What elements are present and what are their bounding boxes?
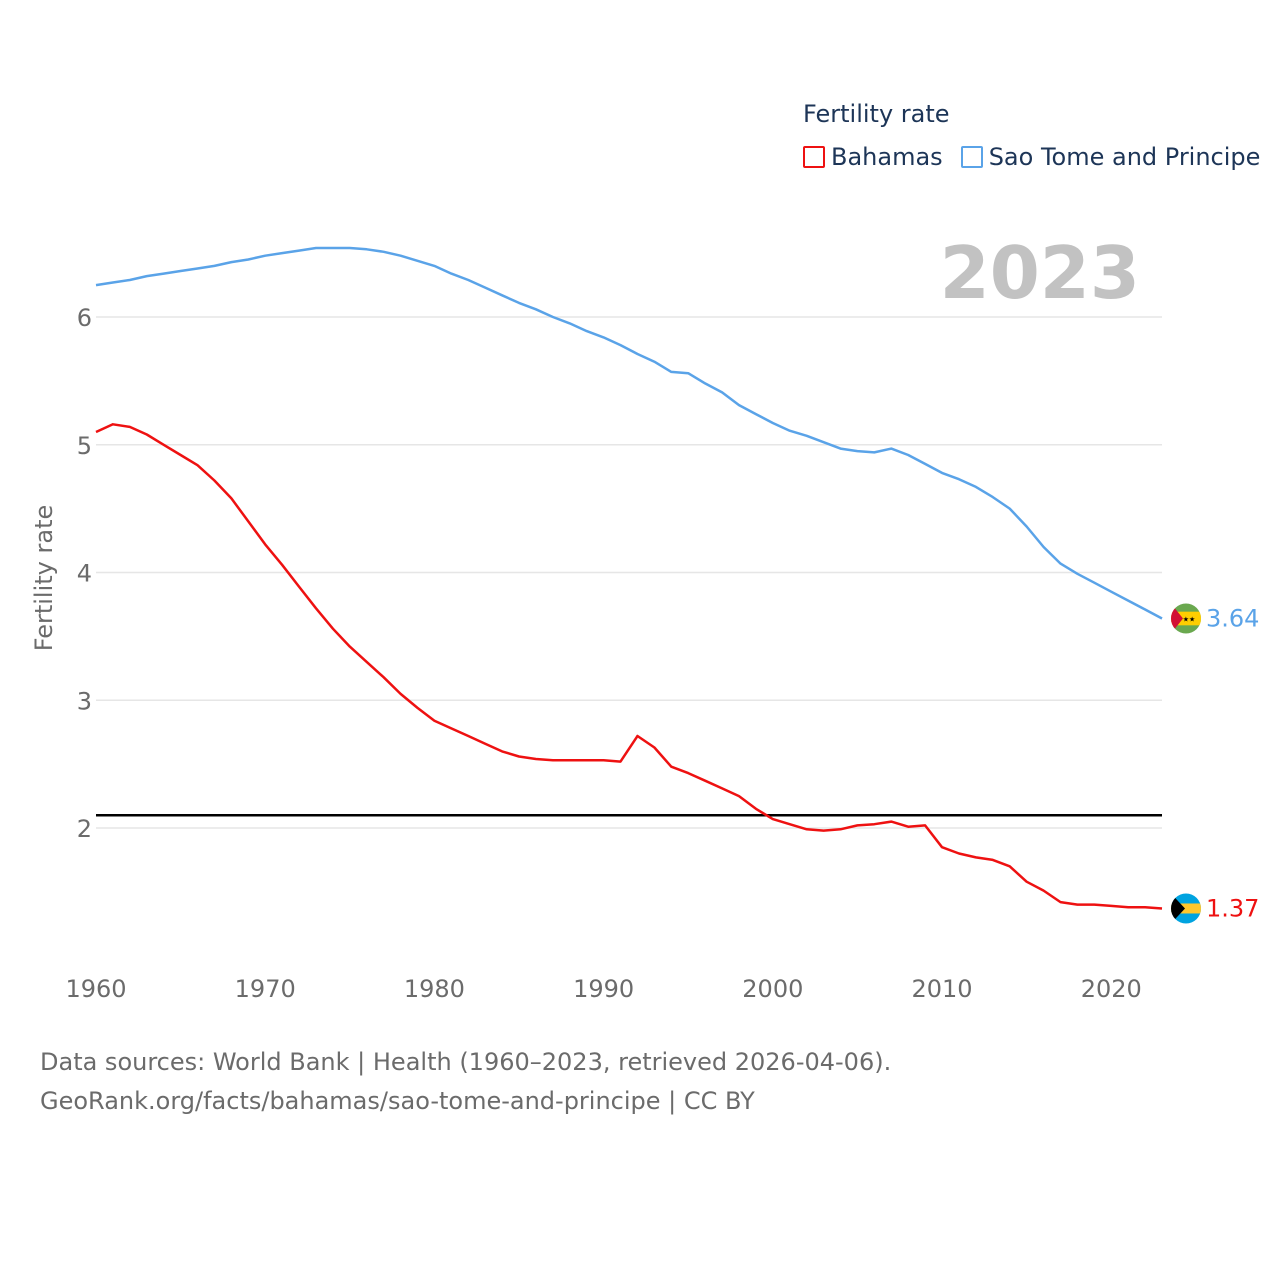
y-tick-5: 5 — [77, 432, 92, 460]
legend-label-bahamas: Bahamas — [831, 143, 943, 171]
url-line[interactable]: GeoRank.org/facts/bahamas/sao-tome-and-p… — [40, 1087, 755, 1115]
x-tick-1990: 1990 — [573, 975, 634, 1003]
svg-text:★★: ★★ — [1183, 615, 1196, 623]
y-tick-labels: 2 3 4 5 6 — [77, 304, 92, 843]
y-axis-label: Fertility rate — [30, 505, 58, 652]
year-label: 2023 — [940, 231, 1140, 315]
legend-label-sao-tome: Sao Tome and Principe — [988, 143, 1261, 171]
flag-icon-sao-tome-and-principe: ★★ — [1171, 603, 1201, 634]
x-tick-labels: 1960 1970 1980 1990 2000 2010 2020 — [65, 975, 1141, 1003]
x-tick-2010: 2010 — [911, 975, 972, 1003]
legend-swatch-bahamas — [803, 146, 825, 168]
series-line-sao-tome-and-principe — [95, 246, 1163, 620]
x-tick-2020: 2020 — [1081, 975, 1142, 1003]
y-tick-6: 6 — [77, 304, 92, 332]
legend-item-bahamas[interactable]: Bahamas — [803, 143, 943, 171]
footer: Data sources: World Bank | Health (1960–… — [40, 1043, 891, 1121]
x-tick-1960: 1960 — [65, 975, 126, 1003]
flag-icon-bahamas — [1171, 893, 1201, 924]
end-markers: 1.37 ★★ 3.64 — [1171, 603, 1259, 924]
grid-lines — [96, 316, 1162, 829]
end-label-sao-tome-and-principe: 3.64 — [1206, 604, 1259, 632]
x-tick-1970: 1970 — [235, 975, 296, 1003]
series-lines — [95, 246, 1163, 910]
x-tick-1980: 1980 — [404, 975, 465, 1003]
series-line-bahamas — [95, 423, 1163, 910]
y-tick-3: 3 — [77, 687, 92, 715]
legend: Bahamas Sao Tome and Principe — [803, 143, 1278, 171]
end-label-bahamas: 1.37 — [1206, 894, 1259, 922]
y-tick-2: 2 — [77, 815, 92, 843]
y-tick-4: 4 — [77, 560, 92, 588]
legend-title: Fertility rate — [803, 100, 950, 128]
source-line: Data sources: World Bank | Health (1960–… — [40, 1048, 892, 1076]
x-tick-2000: 2000 — [742, 975, 803, 1003]
legend-item-sao-tome[interactable]: Sao Tome and Principe — [960, 143, 1261, 171]
legend-swatch-sao-tome — [960, 146, 983, 168]
